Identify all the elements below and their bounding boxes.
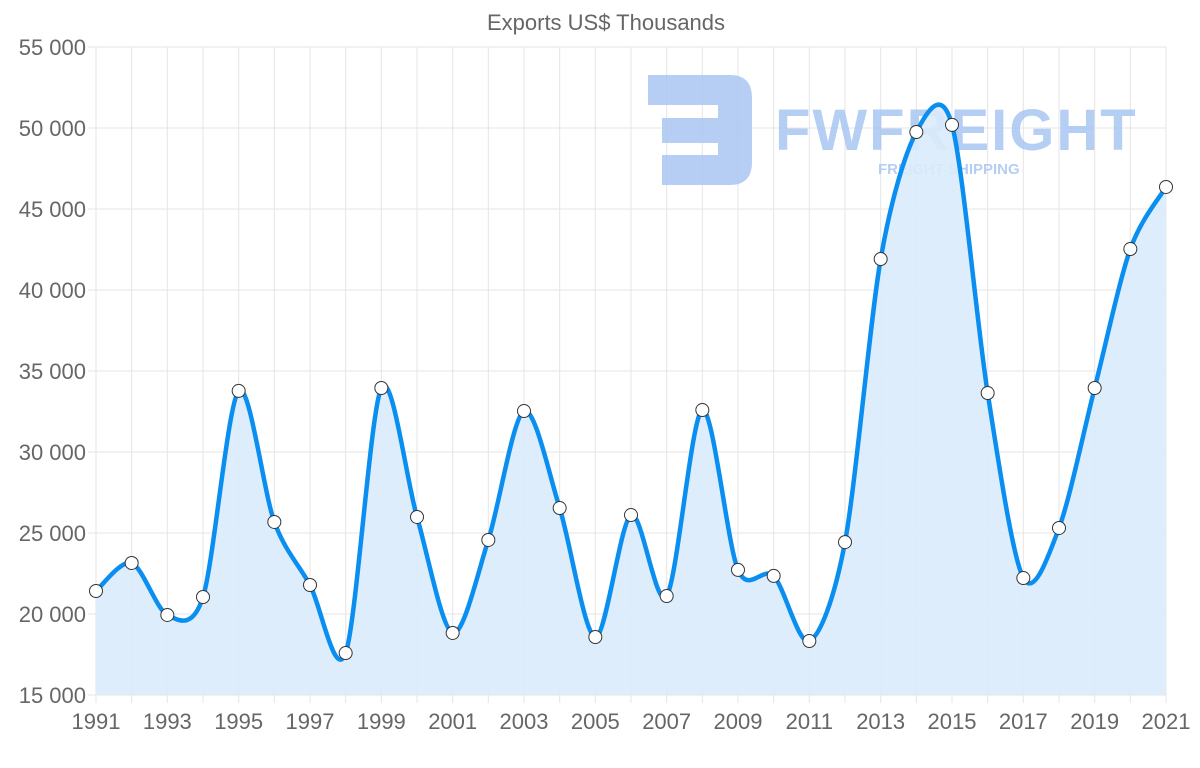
- data-point-2002[interactable]: [481, 532, 496, 547]
- x-tick-label: 2001: [428, 709, 477, 734]
- x-tick-label: 2005: [571, 709, 620, 734]
- data-point-2003[interactable]: [517, 404, 531, 419]
- x-tick-label: 2011: [786, 709, 833, 734]
- data-point-1992[interactable]: [124, 555, 139, 570]
- data-point-2012[interactable]: [838, 535, 852, 550]
- x-tick-label: 2017: [999, 709, 1048, 734]
- data-point-2007[interactable]: [659, 589, 674, 604]
- x-tick-label: 1991: [72, 709, 121, 734]
- data-point-1995[interactable]: [231, 383, 246, 398]
- data-point-2010[interactable]: [766, 568, 781, 583]
- chart-title: Exports US$ Thousands: [487, 10, 725, 35]
- data-point-2017[interactable]: [1016, 571, 1031, 586]
- data-point-1991[interactable]: [89, 583, 103, 598]
- axes: 15 000 20 000 25 000 30 000 35 000 40 000 45 0…: [19, 35, 1191, 734]
- data-point-1994[interactable]: [196, 589, 210, 604]
- data-point-1996[interactable]: [267, 514, 282, 529]
- data-point-2021[interactable]: [1159, 179, 1173, 194]
- data-point-1998[interactable]: [338, 646, 353, 661]
- y-tick-label: 15 000: [19, 683, 86, 708]
- data-point-2013[interactable]: [873, 252, 888, 267]
- series-line: [94, 102, 1168, 662]
- series-area: [96, 104, 1166, 695]
- data-point-2011[interactable]: [802, 634, 817, 649]
- data-point-1999[interactable]: [374, 381, 389, 396]
- data-points: [89, 117, 1173, 661]
- x-tick-label: 1995: [214, 709, 263, 734]
- data-point-2015[interactable]: [945, 117, 959, 132]
- x-tick-label: 1993: [143, 709, 192, 734]
- watermark-logo-mark: [648, 75, 752, 185]
- x-tick-label: 2007: [642, 709, 691, 734]
- data-point-2020[interactable]: [1123, 242, 1138, 257]
- x-tick-label: 1997: [286, 709, 335, 734]
- x-tick-label: 2003: [500, 709, 549, 734]
- data-point-1997[interactable]: [303, 578, 317, 593]
- y-tick-label: 25 000: [19, 521, 86, 546]
- data-point-2019[interactable]: [1087, 381, 1102, 396]
- data-point-1993[interactable]: [160, 607, 175, 622]
- x-tick-label: 2009: [714, 709, 763, 734]
- x-tick-label: 2019: [1070, 709, 1119, 734]
- y-tick-label: 20 000: [19, 602, 86, 627]
- data-point-2001[interactable]: [445, 625, 460, 640]
- data-point-2009[interactable]: [731, 562, 745, 577]
- data-point-2008[interactable]: [695, 403, 710, 418]
- y-tick-label: 55 000: [19, 35, 86, 60]
- x-tick-label: 2015: [928, 709, 977, 734]
- x-tick-label: 1999: [357, 709, 406, 734]
- y-tick-label: 30 000: [19, 440, 86, 465]
- data-point-2014[interactable]: [909, 125, 924, 140]
- data-point-2004[interactable]: [552, 501, 567, 516]
- x-tick-label: 2013: [856, 709, 905, 734]
- data-point-2006[interactable]: [624, 508, 638, 523]
- data-point-2016[interactable]: [980, 386, 995, 401]
- data-point-2018[interactable]: [1052, 520, 1066, 535]
- y-tick-label: 35 000: [19, 359, 86, 384]
- x-tick-label: 2021: [1142, 709, 1191, 734]
- y-tick-label: 40 000: [19, 278, 86, 303]
- y-tick-label: 45 000: [19, 197, 86, 222]
- data-point-2005[interactable]: [588, 630, 603, 645]
- data-point-2000[interactable]: [410, 509, 424, 524]
- watermark-logo: FWFREIGHT FREIGHT SHIPPING: [648, 75, 1136, 185]
- y-tick-label: 50 000: [19, 116, 86, 141]
